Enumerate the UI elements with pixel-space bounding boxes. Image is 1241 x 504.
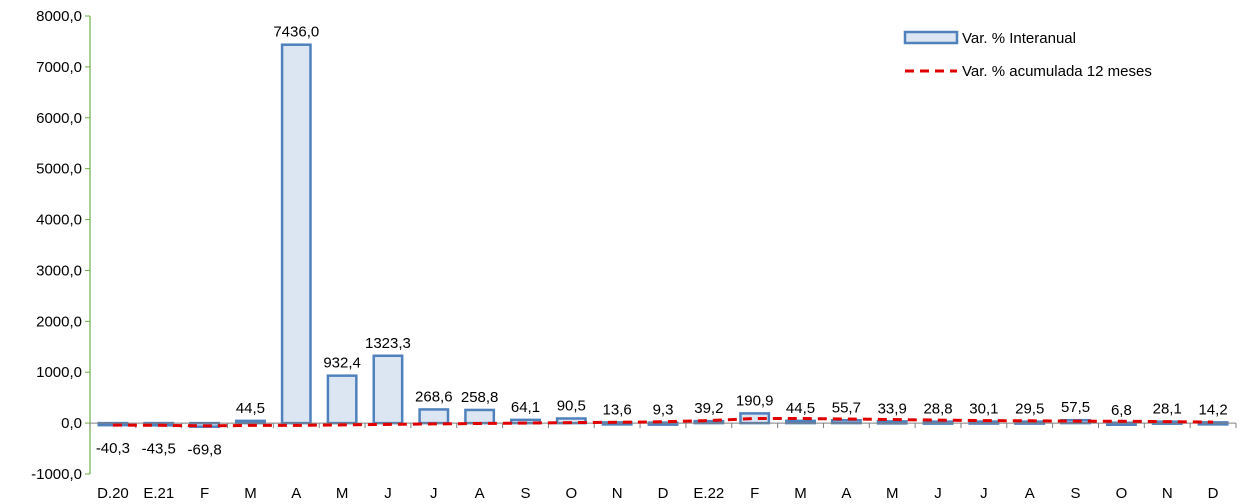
bars	[97, 43, 1229, 428]
x-tick-label: J	[430, 485, 438, 502]
bar	[464, 408, 496, 425]
data-label: 44,5	[236, 400, 265, 417]
x-tick-label: D.20	[97, 485, 129, 502]
bar	[326, 374, 358, 425]
x-tick-label: E.21	[143, 485, 174, 502]
data-label: 932,4	[323, 355, 361, 372]
data-label: 39,2	[694, 400, 723, 417]
bar	[280, 43, 312, 425]
x-tick-label: M	[336, 485, 349, 502]
x-tick-label: D	[1208, 485, 1219, 502]
x-tick-label: A	[291, 485, 301, 502]
y-tick-label: 5000,0	[36, 161, 82, 178]
legend-swatch-bar	[903, 30, 959, 45]
x-tick-label: F	[750, 485, 759, 502]
y-tick-label: 2000,0	[36, 313, 82, 330]
x-tick-label: D	[658, 485, 669, 502]
x-tick-label: J	[980, 485, 988, 502]
data-label: 9,3	[653, 402, 674, 419]
data-label: 57,5	[1061, 399, 1090, 416]
legend-label-line: Var. % acumulada 12 meses	[962, 63, 1152, 80]
data-label: 29,5	[1015, 401, 1044, 418]
x-tick-label: A	[841, 485, 851, 502]
x-tick-label: E.22	[693, 485, 724, 502]
x-tick-label: A	[475, 485, 485, 502]
x-tick-label: M	[794, 485, 807, 502]
y-tick-label: 4000,0	[36, 212, 82, 229]
data-label: -43,5	[142, 440, 176, 457]
data-label: 30,1	[969, 401, 998, 418]
x-axis-categories: D.20 E.21 F M A M J J A S O N D E.22 F M A M J J A S O N D	[97, 485, 1219, 502]
x-tick-label: S	[1071, 485, 1081, 502]
bar	[372, 354, 404, 425]
x-tick-label: N	[1162, 485, 1173, 502]
x-tick-label: N	[612, 485, 623, 502]
data-label: 55,7	[832, 399, 861, 416]
data-label: 13,6	[603, 401, 632, 418]
data-label: 268,6	[415, 388, 453, 405]
x-tick-label: M	[244, 485, 257, 502]
y-tick-label: 3000,0	[36, 262, 82, 279]
data-label: -69,8	[187, 442, 221, 459]
data-label: 28,8	[923, 401, 952, 418]
data-label: 1323,3	[365, 335, 411, 352]
bar	[418, 408, 450, 425]
x-tick-label: M	[886, 485, 899, 502]
y-tick-label: 0,0	[61, 415, 82, 432]
data-label: 7436,0	[273, 24, 319, 41]
data-label: 6,8	[1111, 402, 1132, 419]
data-label: 28,1	[1153, 401, 1182, 418]
y-tick-label: 7000,0	[36, 59, 82, 76]
x-tick-label: F	[200, 485, 209, 502]
data-label: -40,3	[96, 440, 130, 457]
data-label: 64,1	[511, 399, 540, 416]
x-tick-label: S	[520, 485, 530, 502]
legend: Var. % Interanual Var. % acumulada 12 me…	[903, 30, 1152, 80]
legend-label-bar: Var. % Interanual	[962, 30, 1076, 47]
data-label: 33,9	[878, 400, 907, 417]
series-line-accumulated	[112, 417, 1214, 428]
x-tick-label: A	[1025, 485, 1035, 502]
data-label: 190,9	[736, 392, 774, 409]
data-label: 258,8	[461, 389, 499, 406]
data-label: 90,5	[557, 398, 586, 415]
x-tick-label: O	[1116, 485, 1128, 502]
y-tick-label: 6000,0	[36, 110, 82, 127]
y-tick-label: 1000,0	[36, 364, 82, 381]
y-axis-ticks: -1000,0 0,0 1000,0 2000,0 3000,0 4000,0 5000,0…	[31, 8, 90, 483]
y-tick-label: 8000,0	[36, 8, 82, 25]
data-label: 14,2	[1198, 401, 1227, 418]
x-tick-label: J	[384, 485, 392, 502]
x-tick-label: O	[565, 485, 577, 502]
y-tick-label: -1000,0	[31, 466, 82, 483]
x-tick-label: J	[934, 485, 942, 502]
data-label: 44,5	[786, 400, 815, 417]
